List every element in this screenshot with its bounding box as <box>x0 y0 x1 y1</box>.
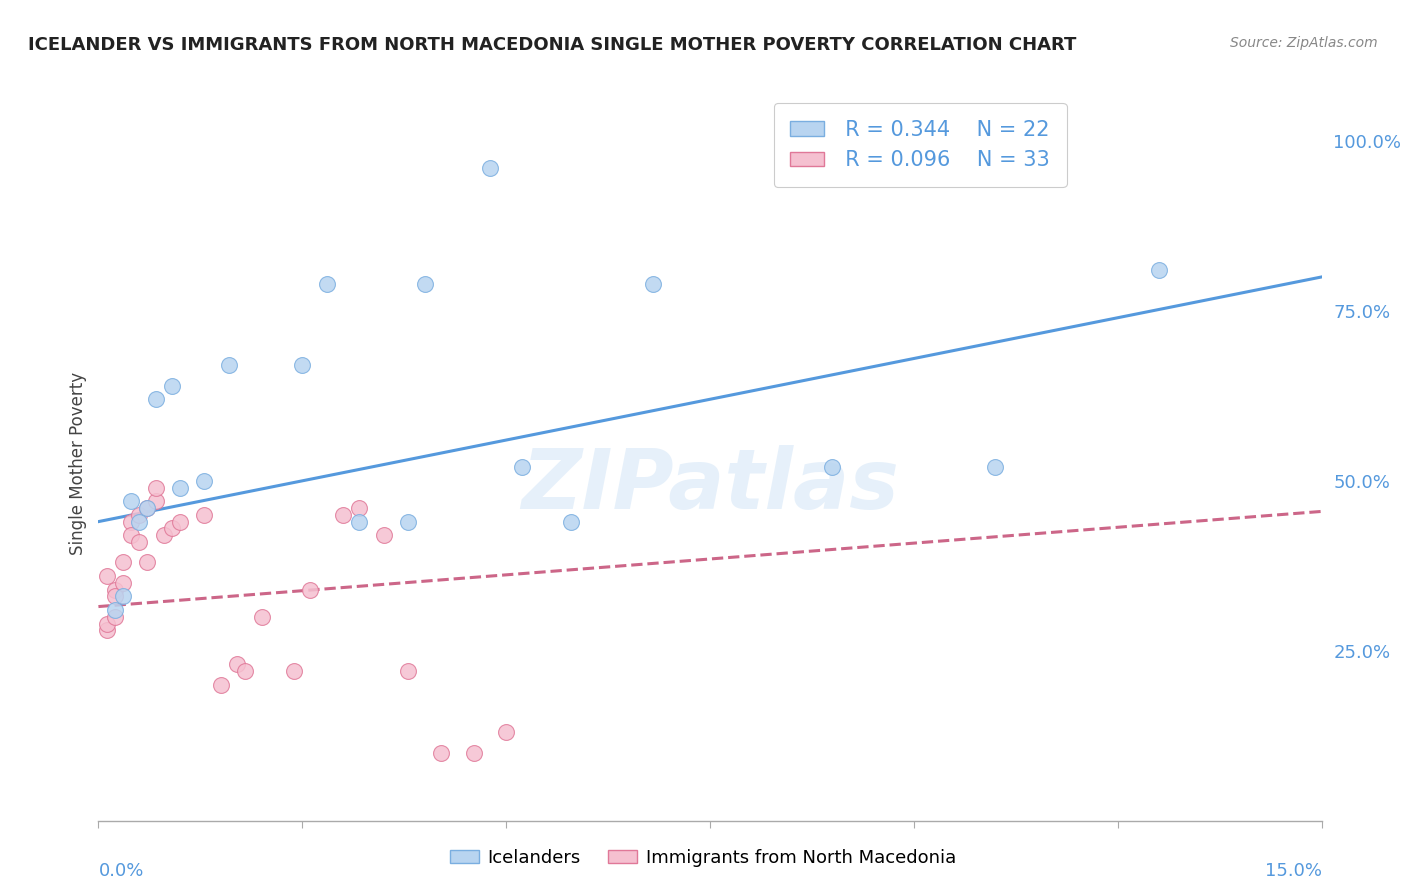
Point <box>111 575 134 590</box>
Legend: Icelanders, Immigrants from North Macedonia: Icelanders, Immigrants from North Macedo… <box>443 842 963 874</box>
Point <box>512 460 534 475</box>
Point <box>136 501 159 516</box>
Point <box>136 501 159 516</box>
Point <box>96 624 118 638</box>
Point <box>120 515 142 529</box>
Point <box>169 515 191 529</box>
Point <box>96 616 118 631</box>
Point <box>193 508 215 522</box>
Point <box>128 535 150 549</box>
Point <box>160 521 183 535</box>
Point <box>641 277 664 291</box>
Text: 15.0%: 15.0% <box>1264 863 1322 880</box>
Point <box>332 508 354 522</box>
Point <box>104 609 127 624</box>
Point <box>145 392 167 407</box>
Point <box>373 528 395 542</box>
Text: ZIPatlas: ZIPatlas <box>522 445 898 525</box>
Point <box>560 515 582 529</box>
Point <box>430 746 453 760</box>
Point <box>1147 263 1170 277</box>
Point <box>104 590 127 604</box>
Point <box>226 657 249 672</box>
Point <box>145 481 167 495</box>
Text: ICELANDER VS IMMIGRANTS FROM NORTH MACEDONIA SINGLE MOTHER POVERTY CORRELATION C: ICELANDER VS IMMIGRANTS FROM NORTH MACED… <box>28 36 1077 54</box>
Point <box>349 501 371 516</box>
Point <box>233 664 256 678</box>
Point <box>218 359 240 373</box>
Point <box>283 664 305 678</box>
Point <box>145 494 167 508</box>
Legend:   R = 0.344    N = 22,   R = 0.096    N = 33: R = 0.344 N = 22, R = 0.096 N = 33 <box>773 103 1067 187</box>
Point <box>478 161 501 176</box>
Point <box>128 508 150 522</box>
Point <box>396 664 419 678</box>
Point <box>315 277 337 291</box>
Text: Source: ZipAtlas.com: Source: ZipAtlas.com <box>1230 36 1378 50</box>
Point <box>111 555 134 569</box>
Point <box>104 582 127 597</box>
Point <box>160 378 183 392</box>
Point <box>104 603 127 617</box>
Point <box>495 725 517 739</box>
Point <box>250 609 273 624</box>
Point <box>120 494 142 508</box>
Point <box>136 555 159 569</box>
Point <box>152 528 174 542</box>
Point <box>984 460 1007 475</box>
Point <box>169 481 191 495</box>
Point <box>821 460 844 475</box>
Point <box>299 582 322 597</box>
Point <box>463 746 485 760</box>
Point <box>193 474 215 488</box>
Point <box>111 590 134 604</box>
Point <box>291 359 314 373</box>
Point <box>128 515 150 529</box>
Point <box>96 569 118 583</box>
Point <box>209 678 232 692</box>
Point <box>396 515 419 529</box>
Text: 0.0%: 0.0% <box>98 863 143 880</box>
Point <box>413 277 436 291</box>
Point <box>349 515 371 529</box>
Y-axis label: Single Mother Poverty: Single Mother Poverty <box>69 372 87 556</box>
Point <box>120 528 142 542</box>
